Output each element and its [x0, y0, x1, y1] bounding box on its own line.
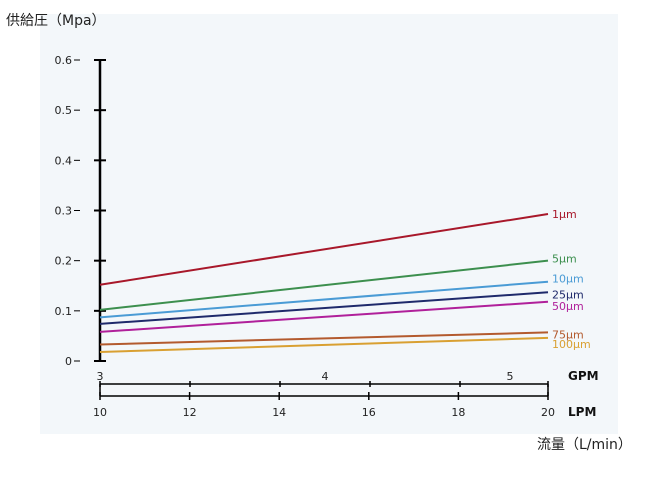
- lpm-tick-label: 18: [451, 406, 465, 419]
- chart-panel: [40, 14, 618, 434]
- lpm-tick-label: 16: [362, 406, 376, 419]
- series-line: [99, 280, 549, 319]
- gpm-tick-label: 4: [322, 370, 329, 383]
- series-label: 25μm: [552, 288, 584, 301]
- y-tick-label: 0.2: [55, 255, 73, 268]
- series-label: 10μm: [552, 273, 584, 286]
- series-label: 75μm: [552, 328, 584, 341]
- y-tick-label: 0.5: [55, 104, 73, 117]
- lpm-tick-label: 20: [541, 406, 555, 419]
- y-tick-label: 0.4: [55, 154, 73, 167]
- y-tick-label: 0.6: [55, 54, 73, 67]
- gpm-unit-label: GPM: [568, 369, 599, 383]
- series-label: 50μm: [552, 300, 584, 313]
- series-line: [99, 331, 549, 346]
- series-label: 1μm: [552, 208, 577, 221]
- series-line: [99, 259, 549, 311]
- lpm-unit-label: LPM: [568, 405, 596, 419]
- y-tick-label: 0: [65, 355, 72, 368]
- series-line: [99, 300, 549, 333]
- y-axis-title: 供給圧（Mpa）: [6, 13, 106, 29]
- x-axis-title: 流量（L/min）: [537, 437, 632, 453]
- gpm-tick-label: 5: [507, 370, 514, 383]
- series-label: 5μm: [552, 253, 577, 266]
- series-label: 100μm: [552, 338, 591, 351]
- y-tick-label: 0.1: [55, 305, 73, 318]
- y-tick-label: 0.3: [55, 205, 73, 218]
- series-line: [99, 291, 549, 325]
- lpm-tick-label: 12: [183, 406, 197, 419]
- lpm-tick-label: 14: [272, 406, 286, 419]
- lpm-tick-label: 10: [93, 406, 107, 419]
- gpm-tick-label: 3: [97, 370, 104, 383]
- series-line: [99, 336, 549, 353]
- series-line: [99, 213, 549, 286]
